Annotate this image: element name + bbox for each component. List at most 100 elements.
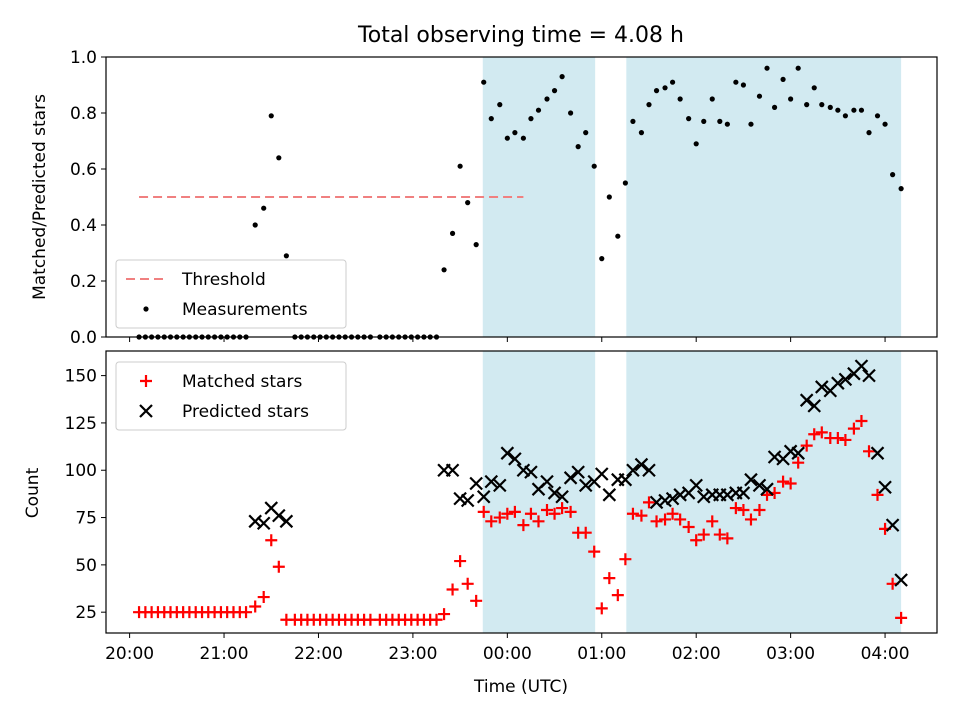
top-point-1-69 — [615, 233, 621, 239]
top-point-1-85 — [740, 82, 747, 88]
bottom-x-tick-label-3: 22:00 — [294, 644, 343, 664]
bottom-point-2-29 — [618, 472, 633, 487]
bottom-point-1-95 — [815, 426, 828, 439]
top-point-1-80 — [701, 118, 707, 124]
bottom-point-2-53 — [807, 399, 822, 413]
bottom-point-2-13 — [493, 478, 507, 493]
top-point-1-72 — [638, 130, 645, 136]
top-point-1-84 — [733, 79, 739, 85]
top-point-1-74 — [653, 88, 660, 94]
bottom-point-2-32 — [642, 463, 656, 478]
top-shaded-region-2 — [626, 57, 902, 337]
top-y-tick-label-1: 0.0 — [70, 328, 97, 348]
bottom-y-tick-label-2: 50 — [75, 556, 97, 576]
top-point-1-88 — [764, 65, 770, 71]
top-series-1 — [136, 65, 904, 340]
bottom-point-2-57 — [838, 372, 853, 387]
bottom-y-tick-label-4: 100 — [65, 461, 97, 481]
bottom-point-2-45 — [744, 472, 758, 487]
bottom-x-tick-label-4: 23:00 — [388, 644, 437, 664]
bottom-point-2-61 — [870, 446, 885, 460]
bottom-point-1-76 — [666, 507, 679, 520]
top-point-1-47 — [441, 267, 447, 273]
bottom-point-1-21 — [265, 534, 278, 547]
top-point-1-48 — [449, 230, 456, 236]
bottom-x-tick-label-9: 04:00 — [861, 644, 910, 664]
top-point-1-19 — [252, 222, 258, 228]
bottom-point-1-56 — [508, 505, 521, 518]
top-point-1-66 — [591, 163, 597, 169]
bottom-point-1-51 — [470, 594, 483, 607]
bottom-point-2-7 — [445, 463, 460, 478]
top-point-1-56 — [512, 130, 518, 136]
bottom-point-1-19 — [249, 600, 262, 613]
bottom-point-1-57 — [517, 519, 530, 532]
top-point-1-104 — [890, 172, 896, 178]
top-point-1-76 — [669, 79, 676, 85]
bottom-point-2-26 — [594, 467, 609, 481]
top-y-tick-label-3: 0.4 — [70, 216, 97, 236]
bottom-point-1-47 — [438, 608, 451, 621]
bottom-point-2-4 — [272, 508, 286, 523]
bottom-series-2 — [248, 359, 908, 587]
chart-title: Total observing time = 4.08 h — [357, 23, 684, 48]
top-point-1-20 — [261, 205, 267, 211]
bottom-point-2-54 — [815, 380, 829, 394]
top-point-1-81 — [709, 96, 715, 102]
top-point-1-86 — [748, 121, 754, 127]
top-panel: 0.0 0.2 0.4 0.6 0.8 1.0 Threshold Measurements — [70, 48, 938, 348]
bottom-x-tick-label-6: 01:00 — [577, 644, 626, 664]
top-point-1-100 — [858, 107, 865, 113]
top-point-1-55 — [504, 135, 510, 141]
top-point-1-51 — [473, 242, 479, 248]
bottom-point-1-53 — [485, 515, 498, 528]
top-point-1-21 — [268, 113, 274, 119]
top-legend-label-2: Measurements — [182, 300, 308, 320]
top-point-1-70 — [622, 180, 628, 186]
bottom-point-1-71 — [626, 507, 639, 520]
bottom-point-1-60 — [540, 503, 553, 516]
bottom-point-2-19 — [540, 474, 554, 489]
bottom-point-2-51 — [791, 446, 805, 460]
bottom-point-2-23 — [571, 465, 585, 479]
top-y-tick-label-5: 0.8 — [70, 104, 97, 124]
bottom-point-1-55 — [501, 507, 514, 520]
bottom-point-1-94 — [808, 428, 821, 441]
bottom-shaded-region-1 — [482, 351, 596, 633]
bottom-point-1-20 — [257, 591, 270, 604]
top-point-1-50 — [465, 200, 471, 206]
top-point-1-61 — [551, 88, 558, 94]
top-point-1-63 — [568, 110, 574, 116]
bottom-point-2-1 — [248, 514, 262, 529]
top-point-1-82 — [717, 118, 723, 124]
top-point-1-101 — [866, 130, 872, 136]
bottom-point-1-90 — [777, 475, 790, 488]
top-y-tick-label-6: 1.0 — [70, 48, 97, 68]
top-point-1-83 — [724, 121, 730, 127]
bottom-point-2-10 — [469, 476, 483, 491]
top-point-1-98 — [842, 113, 849, 119]
bottom-point-1-91 — [784, 477, 797, 490]
top-point-1-103 — [882, 121, 888, 127]
top-point-1-59 — [535, 107, 542, 113]
top-point-1-68 — [606, 194, 612, 200]
top-point-1-58 — [528, 116, 534, 122]
bottom-x-tick-label-1: 20:00 — [105, 644, 154, 664]
bottom-point-2-15 — [508, 452, 522, 466]
bottom-point-1-59 — [532, 515, 545, 528]
top-point-1-87 — [756, 93, 763, 99]
bottom-y-axis-label: Count — [23, 467, 43, 518]
top-legend-label-1: Threshold — [181, 270, 266, 290]
bottom-point-1-87 — [753, 503, 766, 516]
bottom-point-1-69 — [611, 589, 624, 602]
bottom-point-2-52 — [799, 393, 814, 407]
bottom-point-2-2 — [256, 516, 271, 531]
top-point-1-89 — [771, 104, 778, 110]
bottom-legend-swatch-2 — [139, 404, 153, 418]
bottom-point-1-98 — [839, 433, 852, 446]
top-point-1-67 — [599, 256, 605, 262]
top-point-1-92 — [795, 65, 801, 71]
bottom-point-1-70 — [619, 553, 632, 566]
top-point-1-99 — [851, 107, 857, 113]
